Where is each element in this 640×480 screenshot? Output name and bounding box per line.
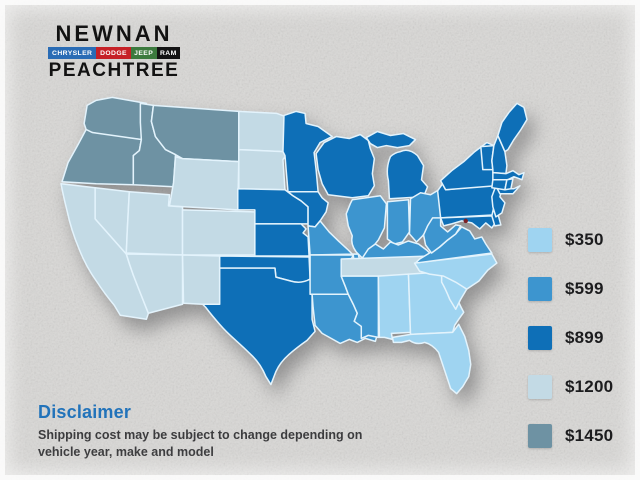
legend-label-350: $350 [565, 230, 604, 249]
state-ME [497, 102, 528, 153]
state-NM [181, 254, 221, 305]
states-group [60, 96, 528, 395]
dealership-logo: NEWNAN CHRYSLER DODGE JEEP RAM PEACHTREE [46, 22, 182, 82]
state-RI [504, 177, 514, 191]
legend-item-350: $350 [528, 228, 613, 252]
dc-marker [463, 218, 468, 224]
us-shipping-map [56, 92, 528, 404]
legend-label-1450: $1450 [565, 426, 614, 445]
legend-swatch-1200 [528, 375, 552, 399]
legend-swatch-599 [528, 277, 552, 301]
state-AL [377, 273, 412, 341]
legend-label-599: $599 [565, 279, 604, 298]
disclaimer-title: Disclaimer [38, 402, 132, 422]
state-MD [439, 215, 497, 230]
legend-item-1450: $1450 [528, 424, 613, 448]
legend-label-1200: $1200 [565, 377, 614, 396]
state-WI [315, 133, 376, 199]
legend-item-599: $599 [528, 277, 613, 301]
brand-bar: CHRYSLER DODGE JEEP RAM [48, 47, 180, 60]
state-MI-up [365, 130, 417, 149]
brand-dodge: DODGE [96, 47, 131, 60]
state-IN [386, 199, 411, 245]
disclaimer: Disclaimer Shipping cost may be subject … [38, 402, 398, 461]
legend-swatch-1450 [528, 424, 552, 448]
brand-jeep: JEEP [130, 47, 157, 60]
price-legend: $350 $599 $899 $1200 $1450 [528, 228, 613, 473]
state-CO [181, 209, 256, 256]
legend-item-899: $899 [528, 326, 613, 350]
legend-swatch-350 [528, 228, 552, 252]
legend-swatch-899 [528, 326, 552, 350]
state-TX [201, 267, 316, 386]
brand-chrysler: CHRYSLER [48, 47, 97, 60]
state-MI [386, 149, 429, 200]
disclaimer-text: Shipping cost may be subject to change d… [38, 428, 363, 459]
state-FL [391, 323, 472, 395]
state-ND [238, 110, 286, 153]
dealer-city: PEACHTREE [48, 60, 180, 82]
brand-ram: RAM [156, 47, 180, 60]
legend-label-899: $899 [565, 328, 604, 347]
state-KS [254, 223, 310, 257]
legend-item-1200: $1200 [528, 375, 613, 399]
state-WY [168, 155, 240, 211]
state-SD [238, 148, 287, 191]
state-OR [61, 128, 143, 186]
dealer-name: NEWNAN [55, 21, 173, 46]
